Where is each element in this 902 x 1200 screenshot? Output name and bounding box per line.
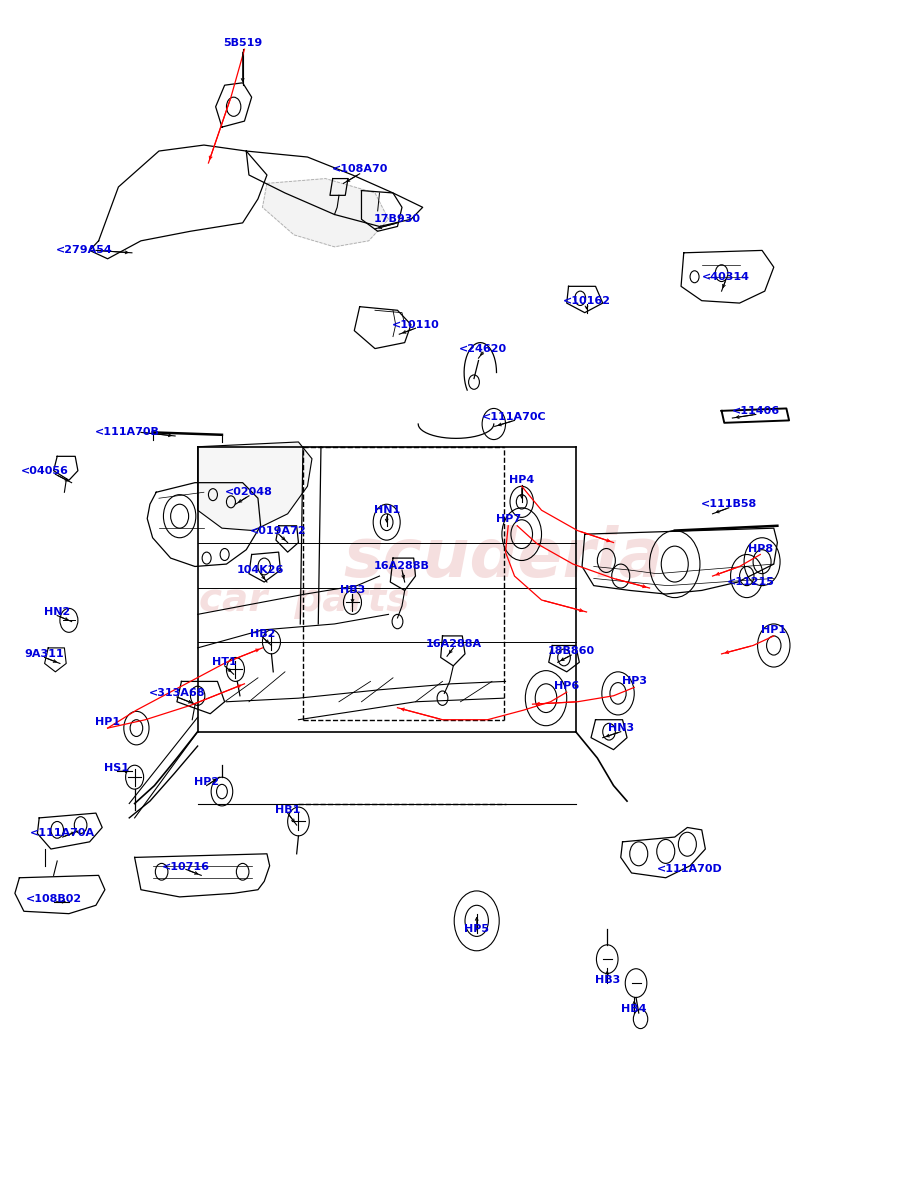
Text: <108B02: <108B02 [25, 894, 81, 905]
Text: 18B860: 18B860 [547, 647, 594, 656]
Text: HP2: HP2 [194, 776, 219, 787]
Text: <111A70C: <111A70C [482, 412, 547, 422]
Text: HN2: HN2 [44, 607, 70, 617]
Text: <04056: <04056 [21, 466, 69, 475]
Text: HB2: HB2 [250, 629, 275, 638]
Text: <019A72: <019A72 [250, 526, 307, 535]
Text: HP3: HP3 [621, 677, 646, 686]
Text: 16A288B: 16A288B [373, 562, 429, 571]
Text: HP1: HP1 [95, 718, 120, 727]
Text: scuderia: scuderia [343, 526, 663, 592]
Text: 5B519: 5B519 [223, 38, 262, 48]
Text: HP4: HP4 [509, 475, 534, 485]
Text: 16A288A: 16A288A [425, 640, 481, 649]
Text: HB3: HB3 [339, 586, 364, 595]
Text: HB3: HB3 [594, 974, 619, 984]
Text: <111B58: <111B58 [700, 499, 756, 509]
Text: <10110: <10110 [391, 319, 439, 330]
Text: HN1: HN1 [373, 505, 400, 515]
Text: HN3: HN3 [607, 724, 633, 733]
Text: <11215: <11215 [726, 577, 774, 587]
Text: HP7: HP7 [495, 514, 520, 523]
Text: <279A54: <279A54 [56, 246, 113, 256]
Text: <111A70B: <111A70B [95, 427, 160, 437]
Text: <11406: <11406 [731, 406, 779, 416]
Text: <10716: <10716 [161, 862, 209, 872]
Text: HB1: HB1 [275, 804, 300, 815]
Text: HS1: HS1 [104, 763, 129, 773]
Text: <108A70: <108A70 [331, 164, 388, 174]
Text: 104K26: 104K26 [236, 565, 284, 575]
Text: HB4: HB4 [621, 1004, 646, 1014]
Text: HP1: HP1 [760, 625, 786, 635]
Text: HT1: HT1 [212, 658, 236, 667]
Text: <313A68: <313A68 [149, 689, 205, 698]
Text: <111A70A: <111A70A [30, 828, 95, 839]
Text: <02048: <02048 [225, 487, 272, 497]
Text: HP8: HP8 [747, 544, 772, 553]
Text: <10162: <10162 [562, 295, 610, 306]
Text: <40314: <40314 [701, 271, 750, 282]
Text: car  parts: car parts [199, 581, 410, 619]
Text: 9A311: 9A311 [24, 649, 64, 659]
Polygon shape [262, 179, 388, 247]
Text: <111A70D: <111A70D [657, 864, 723, 875]
Text: <24620: <24620 [458, 343, 507, 354]
Text: HP5: HP5 [464, 924, 489, 935]
Text: 17B930: 17B930 [373, 215, 420, 224]
Polygon shape [198, 442, 311, 530]
Text: HP6: HP6 [554, 682, 579, 691]
